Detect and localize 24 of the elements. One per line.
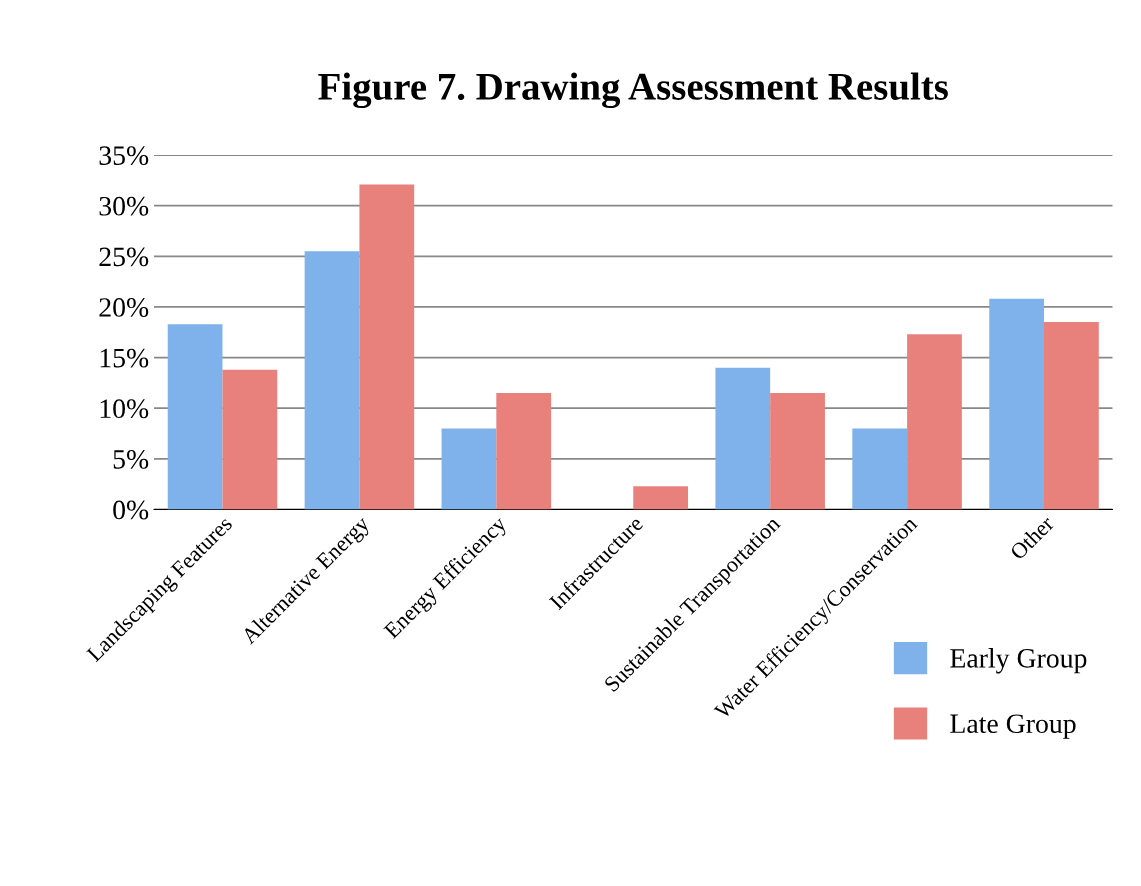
y-tick-label: 10%: [100, 399, 149, 419]
bar: [907, 334, 962, 510]
y-tick-label: 20%: [99, 298, 149, 317]
y-tick-label: 5%: [113, 449, 149, 469]
bar: [496, 393, 552, 510]
y-tick-label: 35%: [99, 146, 149, 166]
bar: [222, 369, 278, 510]
bar: [770, 393, 825, 510]
y-tick-label: 25%: [99, 247, 149, 267]
chart-title: Figure 7. Drawing Assessment Results: [318, 72, 948, 109]
y-tick-label: 0%: [113, 500, 149, 520]
bar: [852, 428, 908, 510]
bar: [359, 184, 415, 510]
bar: [633, 486, 689, 510]
bar: [441, 428, 497, 510]
bar: [1044, 322, 1099, 510]
bar: [304, 251, 360, 510]
legend-label: Early Group: [950, 648, 1087, 674]
bar: [715, 367, 771, 510]
legend-label: Late Group: [950, 714, 1076, 739]
bar: [989, 298, 1045, 510]
bar: [167, 324, 223, 510]
y-tick-label: 30%: [99, 196, 149, 216]
y-tick-label: 15%: [100, 348, 149, 368]
